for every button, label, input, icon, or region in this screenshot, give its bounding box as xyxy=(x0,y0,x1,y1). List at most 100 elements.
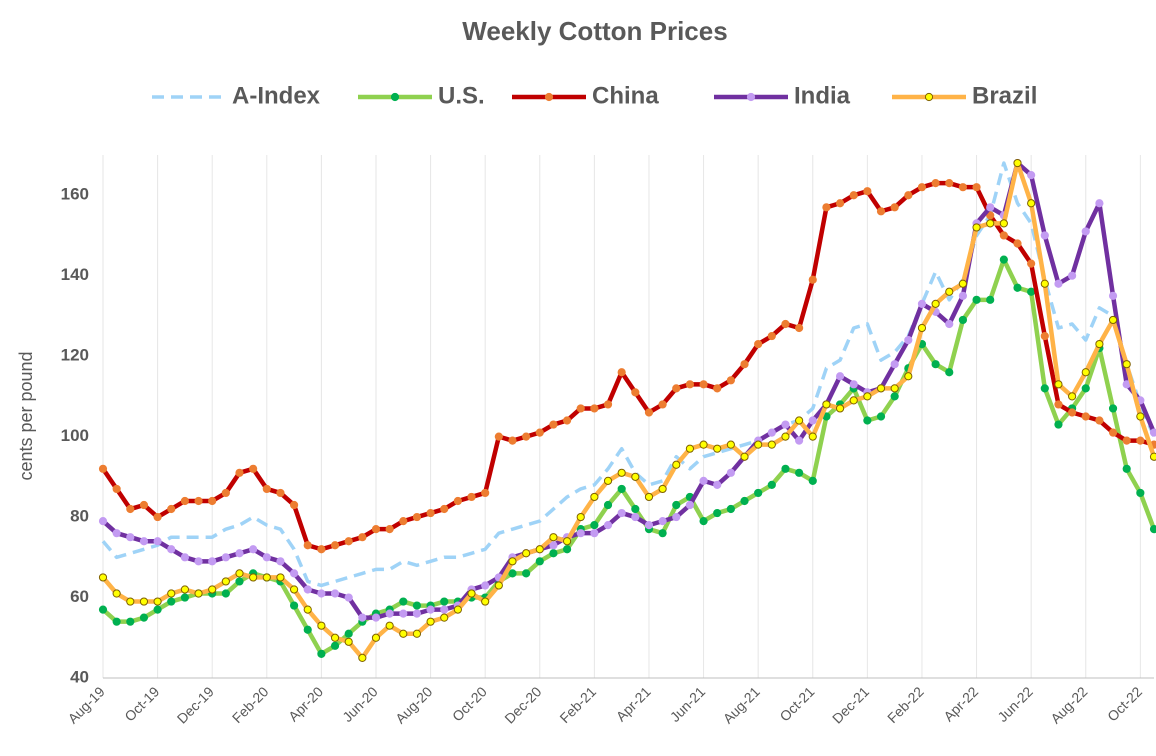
data-point xyxy=(1081,368,1090,377)
data-point xyxy=(167,589,176,598)
data-point xyxy=(835,372,845,381)
data-point xyxy=(876,207,886,216)
data-point xyxy=(139,613,149,622)
data-point xyxy=(1136,488,1145,498)
data-point xyxy=(399,609,408,618)
data-point xyxy=(221,577,230,586)
data-point xyxy=(1040,331,1049,341)
series-line xyxy=(101,160,1156,620)
y-tick-label: 40 xyxy=(70,667,89,686)
x-tick-label: Feb-20 xyxy=(229,683,272,726)
data-point xyxy=(494,432,503,441)
data-point xyxy=(740,496,749,506)
data-point xyxy=(344,537,353,546)
data-point xyxy=(713,384,722,393)
data-point xyxy=(631,512,640,522)
data-point xyxy=(1095,199,1104,208)
data-point xyxy=(904,335,913,345)
data-point xyxy=(590,492,599,502)
data-point xyxy=(194,496,203,506)
data-point xyxy=(1122,360,1131,369)
data-point xyxy=(726,468,735,477)
data-point xyxy=(631,472,640,481)
data-point xyxy=(890,360,899,369)
data-point xyxy=(330,589,340,598)
legend-marker xyxy=(390,92,400,102)
data-point xyxy=(958,183,968,192)
x-tick-label: Dec-19 xyxy=(174,683,217,726)
data-point xyxy=(317,649,326,658)
y-tick-label: 140 xyxy=(61,265,89,284)
data-point xyxy=(1054,380,1063,389)
data-point xyxy=(535,428,544,437)
data-point xyxy=(644,408,654,417)
data-point xyxy=(276,557,285,566)
data-point xyxy=(726,376,735,385)
data-point xyxy=(986,295,995,304)
legend-marker xyxy=(544,92,554,102)
data-point xyxy=(194,557,203,566)
data-point xyxy=(781,432,790,441)
data-point xyxy=(303,541,312,550)
data-point xyxy=(167,545,176,554)
data-point xyxy=(153,512,162,522)
data-point xyxy=(535,557,544,566)
data-point xyxy=(303,605,312,614)
series-line xyxy=(101,160,1156,661)
legend-label: India xyxy=(794,82,851,109)
data-point xyxy=(685,444,695,453)
data-point xyxy=(467,492,476,502)
x-tick-label: Apr-20 xyxy=(285,683,326,724)
data-point xyxy=(754,440,763,449)
data-point xyxy=(330,641,340,650)
data-point xyxy=(1013,158,1022,168)
data-point xyxy=(358,533,367,542)
data-point xyxy=(631,504,640,514)
data-point xyxy=(262,484,271,494)
data-point xyxy=(453,605,462,614)
data-point xyxy=(890,203,899,212)
data-point xyxy=(1054,420,1063,429)
data-point xyxy=(754,339,763,349)
data-point xyxy=(658,529,667,538)
data-point xyxy=(603,400,613,409)
data-point xyxy=(617,484,626,494)
y-tick-label: 120 xyxy=(61,346,89,365)
data-point xyxy=(863,187,872,196)
data-point xyxy=(781,319,790,329)
x-tick-label: Apr-22 xyxy=(940,683,981,724)
data-point xyxy=(1122,464,1131,473)
data-point xyxy=(972,223,981,232)
data-point xyxy=(644,492,654,502)
data-point xyxy=(126,504,135,514)
data-point xyxy=(1054,400,1063,409)
data-point xyxy=(808,432,817,441)
data-point xyxy=(685,380,695,389)
data-point xyxy=(98,517,108,526)
data-point xyxy=(931,299,940,308)
data-point xyxy=(522,569,531,578)
x-tick-label: Feb-22 xyxy=(884,683,927,726)
data-point xyxy=(713,444,722,453)
data-point xyxy=(590,404,599,413)
data-point xyxy=(958,291,968,300)
data-point xyxy=(562,537,572,546)
data-point xyxy=(289,601,299,610)
data-point xyxy=(180,553,189,562)
data-point xyxy=(1040,279,1049,288)
data-point xyxy=(289,500,299,510)
data-point xyxy=(467,589,476,598)
data-point xyxy=(412,609,422,618)
data-point xyxy=(890,392,899,401)
data-point xyxy=(235,577,244,586)
data-point xyxy=(1081,412,1090,421)
data-point xyxy=(726,440,735,449)
data-point xyxy=(549,533,558,542)
data-point xyxy=(917,299,927,308)
data-point xyxy=(112,529,121,538)
x-tick-label: Feb-21 xyxy=(556,683,599,726)
data-point xyxy=(835,404,845,413)
data-point xyxy=(767,331,776,341)
x-tick-label: Aug-21 xyxy=(720,683,763,726)
